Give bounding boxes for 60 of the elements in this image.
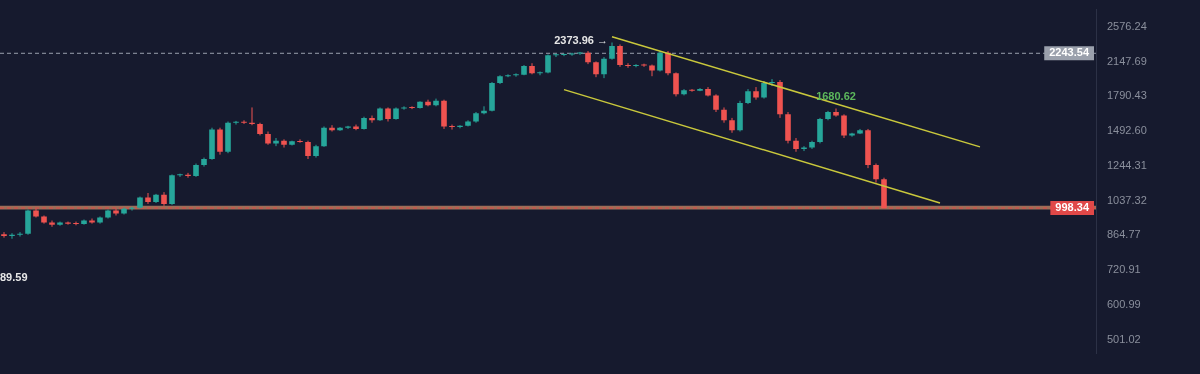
candlestick [601,56,607,79]
candlestick [633,63,639,68]
candlestick [841,113,847,139]
candlestick [65,221,71,226]
candlestick [281,138,287,149]
candlestick [305,140,311,160]
candlestick [297,138,303,144]
candlestick [505,73,511,78]
annotation: 2373.96 → [554,33,608,46]
y-tick-label: 864.77 [1107,228,1141,241]
candlestick [817,117,823,144]
ref-line-label: 998.34 [1055,201,1090,214]
y-tick-label: 1244.31 [1107,158,1147,171]
annotation: 89.59 [0,270,28,283]
y-tick-label: 1492.60 [1107,124,1147,137]
candlestick [625,62,631,69]
candlestick [177,173,183,178]
candlestick [513,72,519,78]
candlestick [129,206,135,212]
candlestick [449,124,455,131]
candlestick [25,209,31,236]
ref-line-label: 2243.54 [1049,46,1090,59]
annotation: 1680.62 [816,89,856,102]
candlestick [409,105,415,110]
candlestick [145,192,151,205]
candlestick [369,115,375,124]
candlestick [689,88,695,93]
candlestick [241,119,247,125]
candlestick [577,51,583,56]
candlestick [89,218,95,225]
candlestick [569,52,575,57]
y-tick-label: 2147.69 [1107,54,1147,67]
candlestick [73,221,79,226]
candlestick [217,127,223,156]
candlestick [57,221,63,227]
candlestick [481,105,487,115]
candlestick [641,63,647,68]
y-tick-label: 720.91 [1107,263,1141,276]
candlestick [401,105,407,111]
candlestick [17,231,23,238]
candlestick [769,78,775,87]
candlestick [545,53,551,74]
candlestick [665,50,671,76]
y-tick-label: 2576.24 [1107,19,1147,32]
candlestick [233,120,239,126]
candlestick [537,70,543,76]
candlestick [753,86,759,101]
candlestick [873,163,879,184]
y-tick-label: 1037.32 [1107,193,1147,206]
y-tick-label: 600.99 [1107,298,1141,311]
candlestick [849,132,855,138]
candlestick [49,220,55,228]
candlestick [617,43,623,68]
candlestick [833,108,839,118]
y-tick-label: 1790.43 [1107,89,1147,102]
y-tick-label: 501.02 [1107,332,1141,345]
candlestick [553,53,559,58]
candlestick [673,71,679,97]
candlestick [1,231,7,239]
candlestick [321,125,327,148]
